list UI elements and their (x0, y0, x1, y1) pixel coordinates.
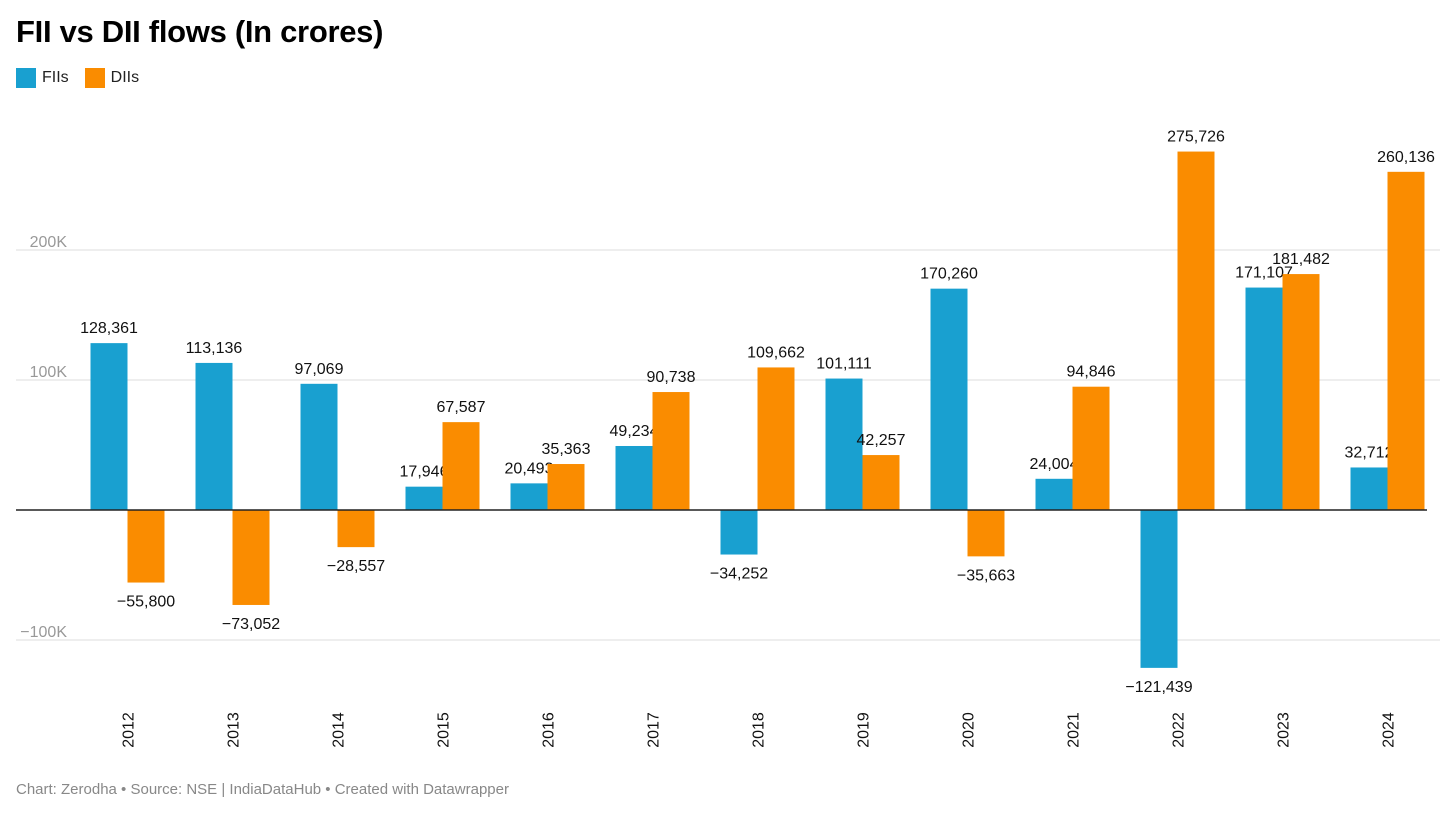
data-label: 109,662 (747, 344, 805, 361)
bar-fiis (195, 362, 233, 510)
bar-diis (127, 510, 165, 583)
data-label: −121,439 (1125, 679, 1192, 696)
data-label: −73,052 (222, 616, 280, 633)
bar-fiis (510, 483, 548, 510)
x-category-label: 2016 (541, 712, 558, 748)
data-label: 32,712 (1345, 444, 1394, 461)
data-label: 171,107 (1235, 265, 1293, 282)
bar-fiis (1035, 478, 1073, 510)
data-label: 113,136 (186, 340, 243, 357)
data-label: 67,587 (437, 399, 486, 416)
bar-diis (1072, 386, 1110, 510)
x-category-label: 2013 (226, 712, 243, 748)
bar-fiis (90, 343, 128, 510)
legend-label-diis: DIIs (110, 69, 140, 86)
legend-swatch-fiis (16, 68, 36, 88)
data-label: 128,361 (80, 320, 138, 337)
bar-diis (1282, 274, 1320, 510)
bar-diis (232, 510, 270, 605)
bar-fiis (930, 288, 968, 510)
bar-fiis (615, 445, 653, 510)
bar-diis (967, 510, 1005, 557)
data-label: 101,111 (816, 356, 872, 373)
legend: FIIs DIIs (16, 68, 139, 88)
bar-diis (757, 367, 795, 510)
x-category-label: 2022 (1171, 712, 1188, 748)
x-category-label: 2017 (646, 712, 663, 748)
data-label: −28,557 (327, 558, 385, 575)
chart-footer: Chart: Zerodha • Source: NSE | IndiaData… (16, 781, 509, 798)
bar-fiis (825, 378, 863, 510)
y-tick-label: 100K (30, 364, 68, 381)
legend-item-diis: DIIs (84, 68, 140, 88)
bar-diis (1177, 151, 1215, 510)
data-label: 35,363 (542, 441, 591, 458)
data-label: 20,493 (505, 460, 554, 477)
data-label: −55,800 (117, 594, 175, 611)
bar-diis (442, 422, 480, 510)
bar-diis (652, 392, 690, 510)
bar-fiis (1350, 467, 1388, 510)
data-label: 181,482 (1272, 251, 1330, 268)
x-category-label: 2015 (436, 712, 453, 748)
data-label: 97,069 (295, 361, 344, 378)
x-category-label: 2020 (961, 712, 978, 748)
bar-diis (1387, 171, 1425, 511)
bar-fiis (1140, 510, 1178, 668)
x-category-label: 2012 (121, 712, 138, 748)
bar-fiis (300, 383, 338, 510)
x-category-label: 2018 (751, 712, 768, 748)
bar-diis (337, 510, 375, 548)
legend-label-fiis: FIIs (42, 69, 69, 86)
data-label: 17,946 (400, 464, 449, 481)
x-category-label: 2014 (331, 712, 348, 748)
data-label: 90,738 (647, 369, 696, 386)
data-label: 260,136 (1377, 149, 1435, 166)
data-label: 275,726 (1167, 129, 1225, 146)
x-category-label: 2019 (856, 712, 873, 748)
data-label: −35,663 (957, 567, 1015, 584)
data-label: 94,846 (1067, 364, 1116, 381)
bar-diis (862, 455, 900, 510)
data-label: 42,257 (857, 432, 906, 449)
x-category-label: 2024 (1381, 712, 1398, 748)
bar-fiis (405, 486, 443, 510)
bar-fiis (720, 510, 758, 555)
legend-swatch-diis (84, 68, 105, 88)
bar-fiis (1245, 287, 1283, 510)
data-label: 170,260 (920, 266, 978, 283)
x-category-label: 2023 (1276, 712, 1293, 748)
y-tick-label: 200K (30, 234, 68, 251)
data-label: 49,234 (610, 423, 659, 440)
data-label: 24,004 (1030, 456, 1079, 473)
data-label: −34,252 (710, 566, 768, 583)
legend-item-fiis: FIIs (16, 68, 69, 88)
y-tick-label: −100K (20, 624, 67, 641)
bar-diis (547, 464, 585, 510)
x-category-label: 2021 (1066, 712, 1083, 748)
chart-title: FII vs DII flows (In crores) (16, 14, 384, 49)
